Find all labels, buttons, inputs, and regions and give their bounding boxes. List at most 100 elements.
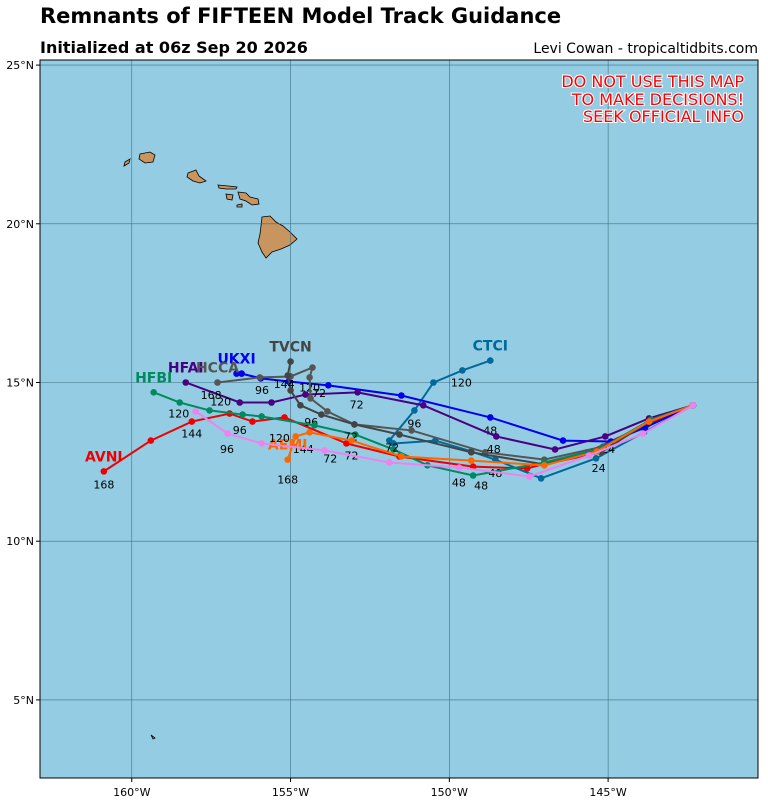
track-point (147, 437, 155, 444)
track-point (292, 433, 299, 440)
hour-label: 120 (451, 376, 472, 389)
track-point (150, 389, 157, 396)
hour-label: 48 (487, 443, 501, 456)
title: Remnants of FIFTEEN Model Track Guidance (40, 4, 561, 28)
track-point (239, 411, 246, 418)
y-tick-label: 5°N (13, 694, 34, 707)
track-point (284, 456, 291, 463)
track-line (217, 365, 694, 461)
track-line (195, 404, 694, 478)
track-point (419, 402, 427, 409)
hour-label: 168 (277, 473, 298, 486)
model-name: HFBI (135, 370, 172, 386)
hour-label: 120 (269, 432, 290, 445)
track-line (286, 404, 694, 467)
track-point (268, 399, 275, 406)
track-point (343, 440, 350, 447)
hour-label: 72 (312, 387, 326, 400)
track-point (537, 475, 545, 482)
x-tick-label: 145°W (589, 786, 626, 799)
warning-line: SEEK OFFICIAL INFO (583, 107, 744, 126)
hour-label: 48 (483, 424, 497, 437)
track-point (287, 387, 294, 394)
track-point (585, 452, 593, 459)
hour-label: 72 (323, 453, 337, 466)
track-point (302, 391, 309, 398)
y-tick-label: 15°N (6, 376, 34, 389)
x-tick-label: 160°W (113, 786, 150, 799)
islands (123, 151, 298, 740)
track-point (224, 430, 231, 437)
hour-label: 96 (220, 443, 234, 456)
subtitle: Initialized at 06z Sep 20 2026 (40, 38, 308, 57)
track-point (176, 399, 184, 406)
track-point (238, 370, 245, 377)
hour-label: 24 (592, 462, 606, 475)
track-point (192, 408, 199, 415)
y-tick-label: 20°N (6, 218, 34, 231)
hour-label: 96 (233, 424, 247, 437)
model-name: TVCN (269, 340, 311, 356)
track-point (311, 422, 318, 429)
track-point (348, 437, 355, 444)
hour-label: 168 (201, 389, 222, 402)
model-name: HCCA (196, 360, 239, 376)
track-point (408, 427, 415, 434)
track-point (318, 411, 325, 418)
track-point (214, 379, 221, 386)
credit: Levi Cowan - tropicaltidbits.com (533, 41, 758, 57)
warning-line: TO MAKE DECISIONS! (571, 90, 744, 109)
map-frame (39, 59, 759, 779)
track-point (551, 446, 559, 453)
track-point (396, 431, 403, 438)
track-point (455, 464, 463, 471)
track-point (639, 430, 647, 437)
track-point (390, 446, 397, 453)
track-point (354, 389, 361, 396)
track-point (306, 374, 313, 381)
track-point (592, 455, 600, 462)
track-point (386, 459, 393, 466)
track-point (559, 437, 567, 444)
track-point (486, 357, 494, 364)
track-point (645, 418, 653, 425)
hour-label: 48 (474, 480, 488, 493)
track-point (307, 395, 314, 402)
ocean (40, 60, 758, 778)
model-name: UKXI (217, 352, 255, 368)
track-point (249, 418, 256, 425)
model-name: CTCI (473, 339, 508, 355)
hour-label: 144 (293, 443, 314, 456)
track-point (430, 379, 437, 386)
warning-line: DO NOT USE THIS MAP (561, 72, 744, 91)
track-point (233, 370, 240, 377)
track-point (351, 421, 358, 428)
track-point (188, 418, 196, 425)
track-point (258, 413, 265, 420)
track-point (467, 449, 475, 456)
track-point (386, 437, 393, 444)
track-point (526, 473, 533, 480)
track-point (284, 372, 291, 379)
hour-label: 48 (452, 476, 466, 489)
model-name: AVNI (85, 449, 123, 465)
track-point (321, 447, 328, 454)
track-point (467, 457, 475, 464)
track-line (153, 391, 694, 477)
hour-label: 96 (255, 384, 269, 397)
track-point (287, 358, 294, 365)
track-point (540, 462, 548, 469)
hour-label: 120 (168, 408, 189, 421)
hour-label: 72 (385, 442, 399, 455)
track-point (206, 407, 213, 414)
track-point (469, 472, 477, 479)
y-tick-label: 25°N (6, 59, 34, 72)
model-name: HFAI (168, 360, 204, 376)
x-tick-label: 150°W (431, 786, 468, 799)
track-point (689, 402, 697, 409)
hour-label: 144 (274, 378, 295, 391)
hour-label: 120 (210, 396, 231, 409)
track-point (486, 414, 494, 421)
